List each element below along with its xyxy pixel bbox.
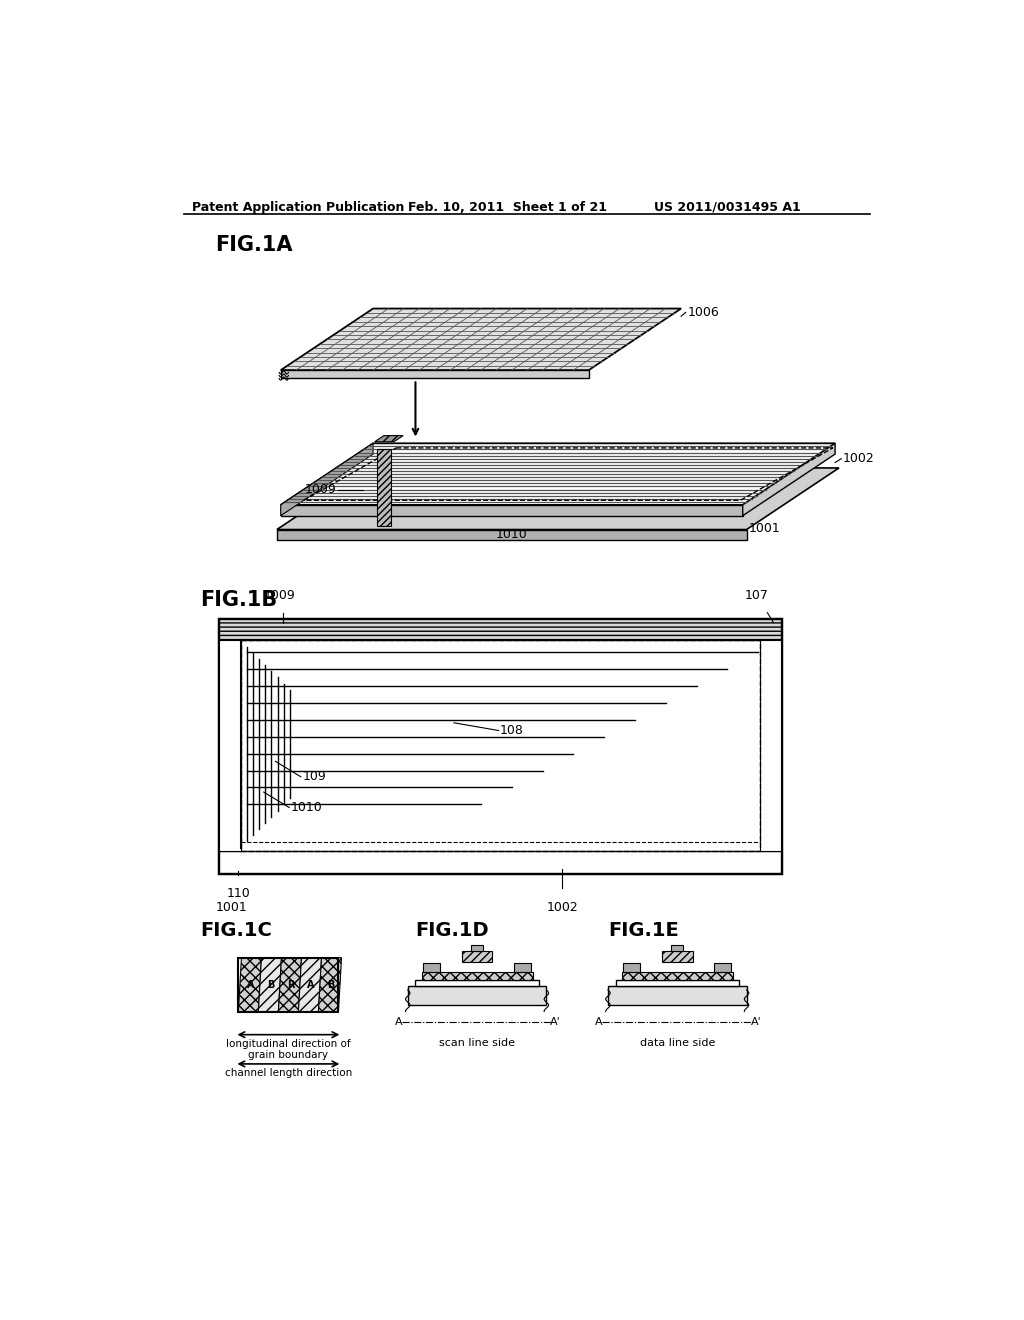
Text: 108: 108 [500, 723, 524, 737]
Text: 1006: 1006 [687, 306, 719, 319]
Text: A: A [394, 1018, 402, 1027]
Bar [219, 640, 241, 851]
Bar [423, 964, 440, 973]
Text: 107: 107 [744, 589, 768, 602]
Text: FIG.1B: FIG.1B [200, 590, 278, 610]
Bar [241, 640, 760, 851]
Bar [422, 973, 532, 979]
Bar [219, 619, 781, 640]
Text: 1010: 1010 [496, 528, 527, 541]
Text: FIG.1E: FIG.1E [608, 921, 679, 940]
Text: A': A' [751, 1018, 761, 1027]
Text: R: R [287, 979, 295, 990]
Text: FIG.1A: FIG.1A [215, 235, 293, 255]
Polygon shape [281, 444, 836, 506]
Text: 1001: 1001 [749, 521, 780, 535]
Polygon shape [281, 506, 742, 516]
Bar [462, 950, 493, 961]
Text: Feb. 10, 2011  Sheet 1 of 21: Feb. 10, 2011 Sheet 1 of 21 [408, 201, 607, 214]
Bar [408, 986, 547, 1006]
Text: 1009: 1009 [264, 589, 296, 602]
Text: 1002: 1002 [547, 900, 579, 913]
Polygon shape [276, 529, 746, 540]
Bar [239, 958, 339, 1011]
Text: FIG.1C: FIG.1C [200, 921, 271, 940]
Bar [760, 640, 781, 851]
Polygon shape [281, 444, 373, 516]
Polygon shape [281, 370, 589, 378]
Polygon shape [279, 958, 301, 1011]
Text: scan line side: scan line side [439, 1038, 515, 1048]
Text: 1009: 1009 [304, 483, 336, 496]
Text: longitudinal direction of
grain boundary: longitudinal direction of grain boundary [226, 1039, 351, 1060]
Text: Patent Application Publication: Patent Application Publication [193, 201, 404, 214]
Text: A: A [307, 979, 314, 990]
Bar [671, 945, 683, 950]
Text: data line side: data line side [640, 1038, 715, 1048]
Bar [219, 851, 781, 873]
Bar [377, 449, 391, 527]
Polygon shape [318, 958, 342, 1011]
Bar [514, 964, 531, 973]
Polygon shape [258, 958, 282, 1011]
Text: B: B [327, 979, 335, 990]
Text: A: A [595, 1018, 602, 1027]
Text: 1010: 1010 [291, 801, 323, 814]
Text: 109: 109 [302, 770, 326, 783]
Polygon shape [239, 958, 261, 1011]
Text: 110: 110 [226, 887, 250, 900]
Bar [219, 619, 781, 873]
Polygon shape [742, 444, 836, 516]
Text: A: A [247, 979, 254, 990]
Text: B: B [267, 979, 274, 990]
Polygon shape [281, 309, 681, 370]
Bar [471, 945, 483, 950]
Bar [622, 973, 733, 979]
Text: 1002: 1002 [843, 453, 874, 465]
Bar [624, 964, 640, 973]
Bar [608, 986, 746, 1006]
Polygon shape [276, 469, 839, 529]
Bar [416, 979, 539, 986]
Text: FIG.1D: FIG.1D [416, 921, 489, 940]
Bar [714, 964, 731, 973]
Text: channel length direction: channel length direction [225, 1068, 352, 1077]
Polygon shape [298, 958, 322, 1011]
Text: US 2011/0031495 A1: US 2011/0031495 A1 [654, 201, 801, 214]
Text: A': A' [550, 1018, 561, 1027]
Bar [662, 950, 692, 961]
Bar [615, 979, 739, 986]
Text: 1001: 1001 [215, 900, 247, 913]
Polygon shape [375, 436, 403, 442]
